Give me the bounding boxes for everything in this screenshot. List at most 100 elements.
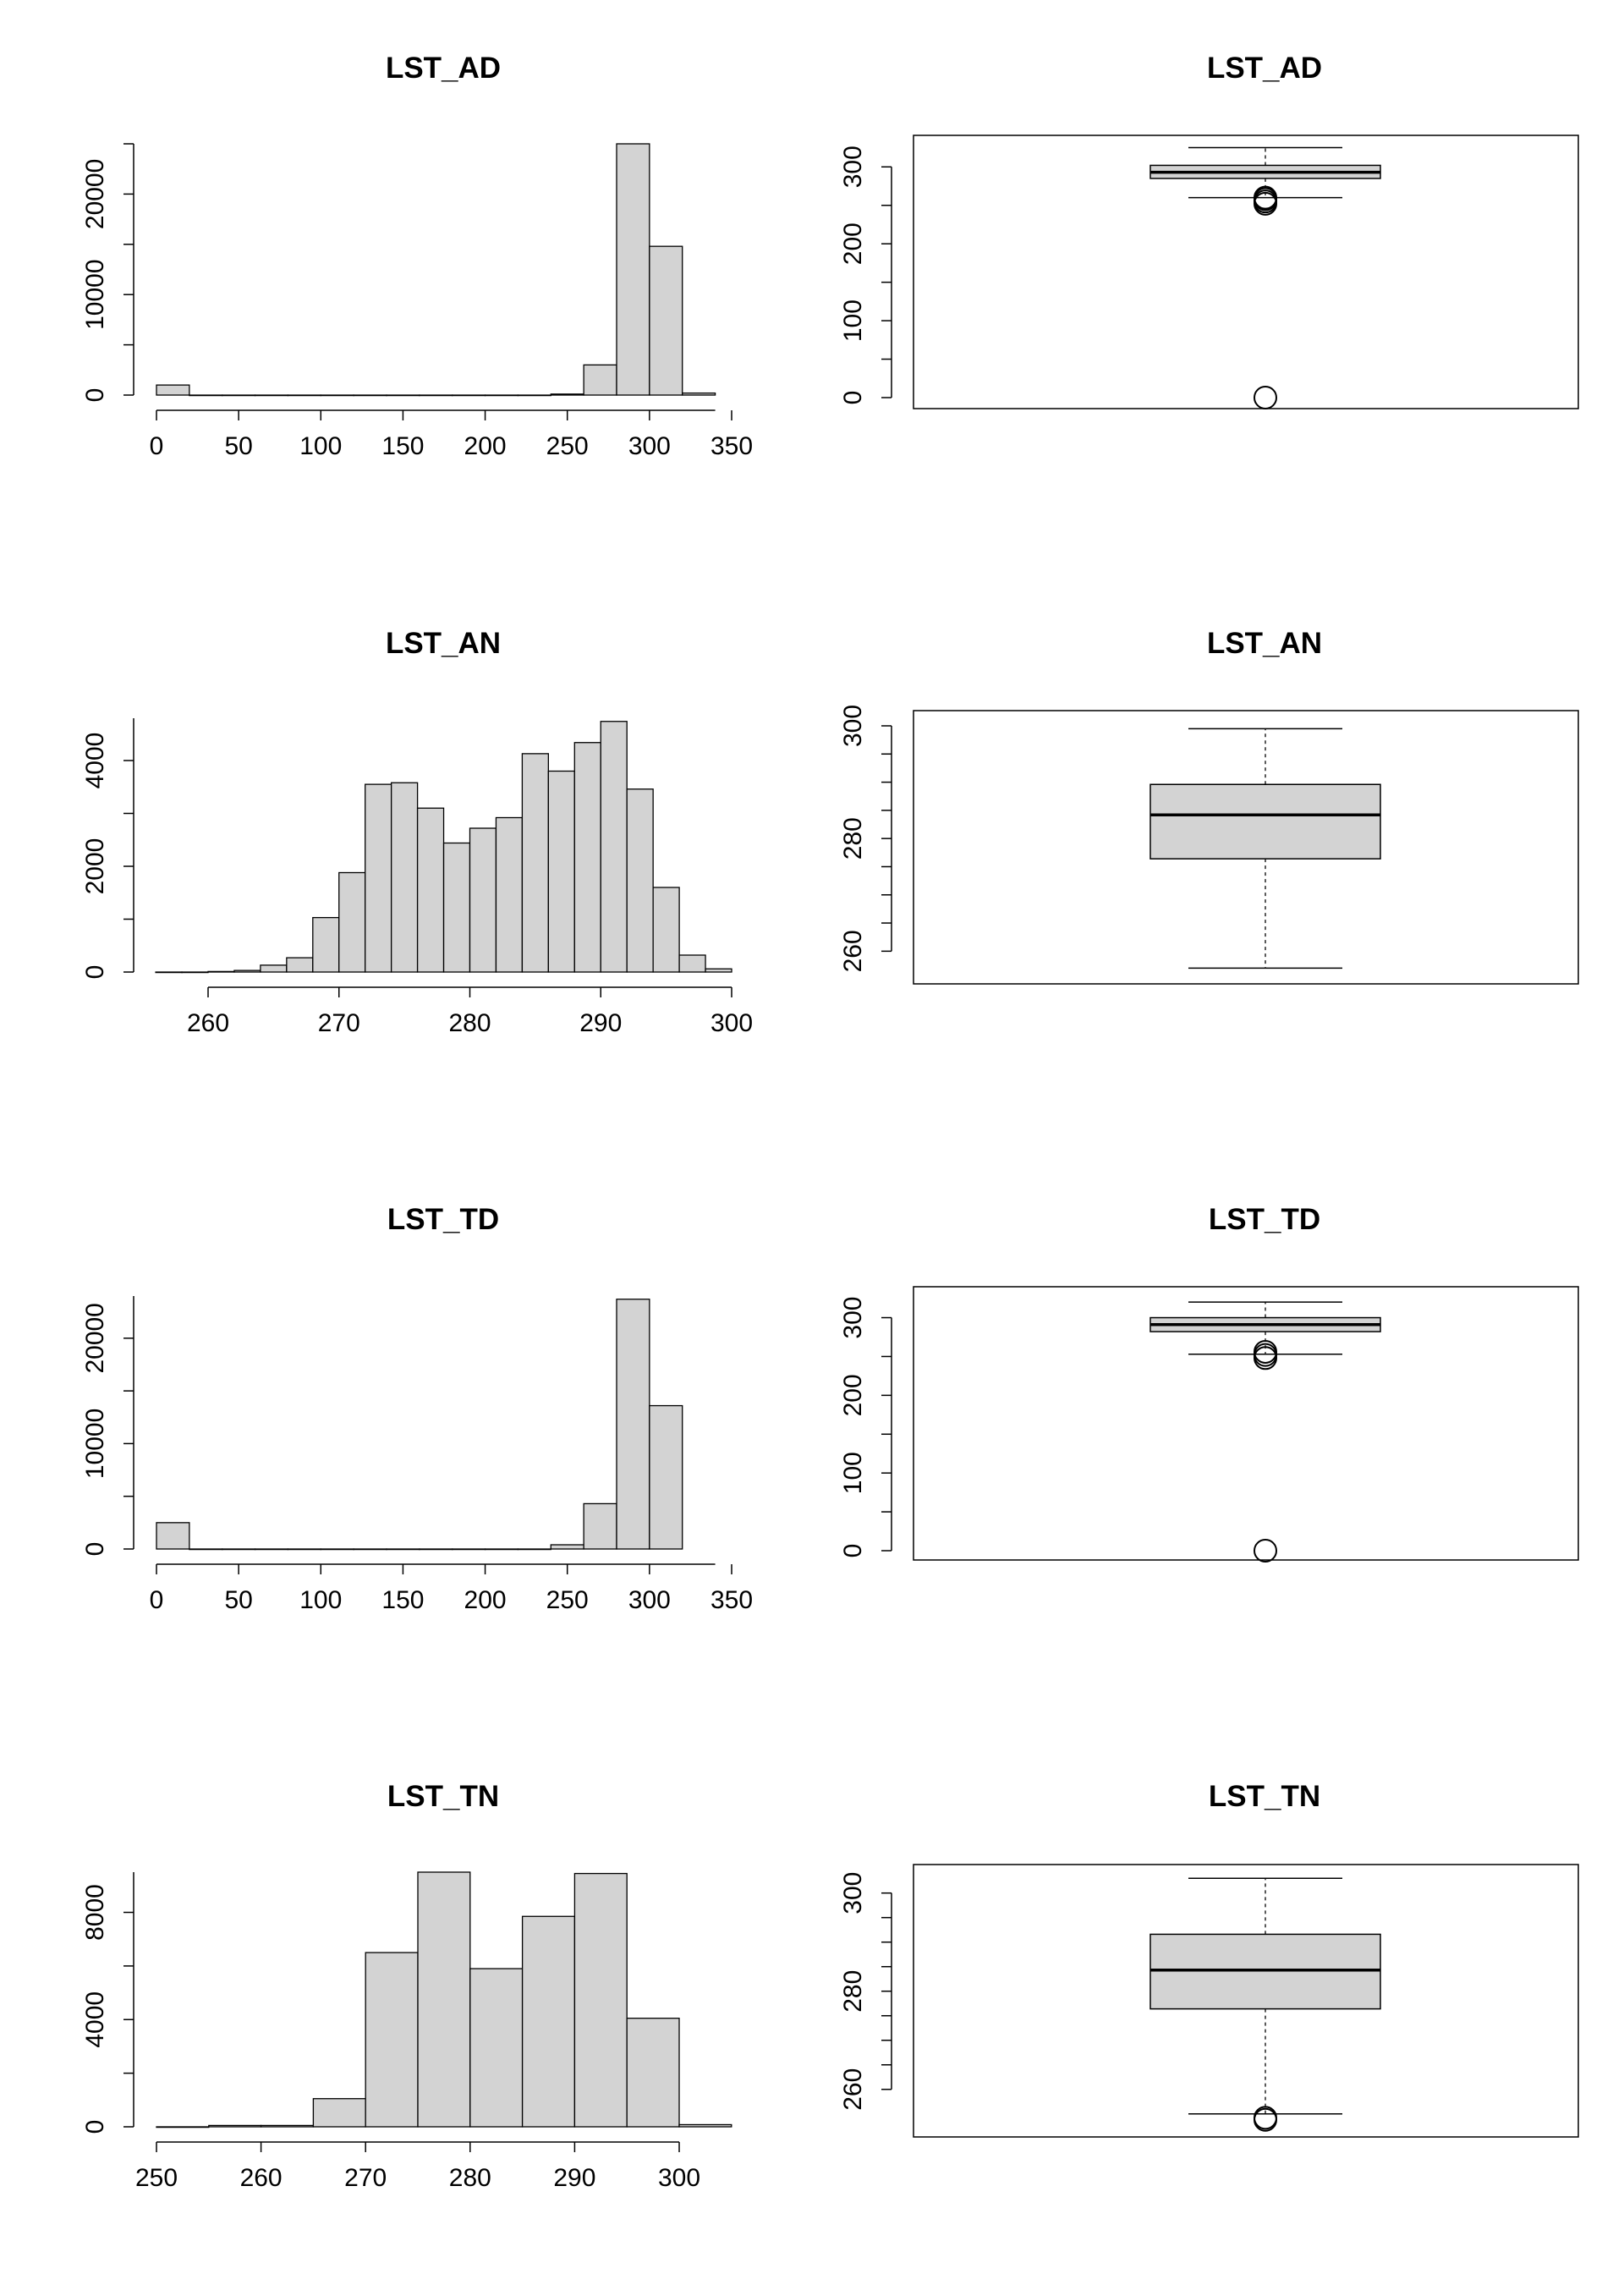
x-tick-label: 250: [546, 1586, 589, 1614]
histogram-bar: [287, 1548, 321, 1551]
histogram-bar: [233, 969, 261, 973]
y-tick-label: 300: [839, 146, 867, 188]
x-tick-label: 250: [546, 432, 589, 460]
y-tick-label: 280: [839, 817, 867, 860]
histogram-bar: [312, 916, 340, 973]
histogram-bar: [573, 1872, 628, 2128]
histogram-bar: [353, 1548, 387, 1551]
y-tick-label: 200: [839, 1374, 867, 1416]
x-tick-label: 270: [344, 2164, 387, 2192]
x-tick-label: 300: [628, 1586, 671, 1614]
histogram-panel-7: LST_TN 250 260 270 280 290 300 0 4000 8000: [81, 1780, 732, 2192]
x-tick-label: 150: [381, 432, 424, 460]
plot-frame: [913, 1864, 1579, 2138]
histogram-bar: [705, 968, 732, 973]
histogram-bar: [416, 807, 445, 973]
x-tick-label: 350: [710, 432, 753, 460]
histogram-bar: [320, 1548, 354, 1551]
outlier-point: [1254, 1339, 1277, 1364]
panel-title: LST_TN: [1209, 1780, 1320, 1813]
panel-title: LST_TD: [1209, 1203, 1320, 1236]
iqr-box: [1149, 783, 1381, 860]
histogram-bar: [386, 394, 420, 397]
y-tick-label: 280: [839, 1970, 867, 2013]
boxplot-panel-8: LST_TN 260 280 300: [839, 1780, 1579, 2138]
histogram-bar: [452, 1548, 486, 1551]
histogram-bar: [521, 753, 550, 973]
panel-title: LST_AN: [386, 627, 501, 660]
histogram-bar: [260, 2124, 315, 2128]
panel-title: LST_TD: [387, 1203, 499, 1236]
y-tick-label: 20000: [81, 159, 109, 229]
histogram-bar: [452, 394, 486, 397]
histogram-bar: [626, 2018, 680, 2128]
histogram-bar: [517, 1548, 551, 1551]
histogram-bar: [222, 1548, 256, 1551]
x-tick-label: 200: [464, 1586, 507, 1614]
histogram-bar: [390, 782, 419, 973]
histogram-bar: [417, 1871, 471, 2128]
x-tick-label: 280: [448, 1009, 491, 1037]
y-tick-label: 10000: [81, 1409, 109, 1479]
x-tick-label: 280: [449, 2164, 491, 2192]
panel-title: LST_AD: [1207, 52, 1322, 85]
histogram-bar: [260, 964, 288, 973]
histogram-bar: [682, 392, 716, 396]
histogram-bar: [312, 2098, 366, 2128]
histogram-bar: [156, 2126, 210, 2128]
histogram-bar: [286, 957, 314, 973]
histogram-bar: [521, 1915, 576, 2128]
y-tick-label: 200: [839, 222, 867, 265]
x-tick-label: 0: [150, 432, 164, 460]
y-tick-label: 100: [839, 299, 867, 342]
boxplot-panel-2: LST_AD 0 100 200 300: [839, 52, 1579, 409]
histogram-bar: [156, 1522, 190, 1550]
plot-frame: [913, 1286, 1579, 1561]
histogram-bar: [626, 788, 654, 973]
histogram-bar: [365, 783, 392, 973]
y-tick-label: 4000: [81, 1991, 109, 2048]
histogram-panel-1: LST_AD 0 50 100 150 200 250 300 350 0 10000 20000: [81, 52, 753, 460]
y-tick-label: 0: [81, 965, 109, 980]
histogram-bar: [365, 1952, 419, 2128]
x-tick-label: 260: [240, 2164, 283, 2192]
x-tick-label: 300: [658, 2164, 700, 2192]
histogram-bar: [484, 1548, 519, 1551]
x-tick-label: 250: [135, 2164, 178, 2192]
histogram-bar: [600, 721, 628, 973]
histogram-bar: [222, 394, 256, 397]
histogram-bar: [517, 394, 551, 397]
y-tick-label: 300: [839, 1297, 867, 1339]
histogram-bar: [155, 971, 183, 974]
histogram-bar: [495, 816, 524, 973]
outlier-point: [1254, 1539, 1277, 1563]
histogram-bar: [583, 1502, 617, 1550]
x-tick-label: 100: [299, 1586, 342, 1614]
histogram-bar: [573, 742, 601, 973]
histogram-bar: [649, 1404, 683, 1550]
histogram-bar: [320, 394, 354, 397]
y-tick-label: 0: [81, 1542, 109, 1557]
x-tick-label: 0: [150, 1586, 164, 1614]
y-tick-label: 0: [839, 1544, 867, 1558]
panel-title: LST_AN: [1207, 627, 1322, 660]
y-tick-label: 8000: [81, 1884, 109, 1941]
histogram-bar: [652, 887, 680, 973]
outlier-point: [1254, 386, 1277, 409]
y-tick-label: 20000: [81, 1303, 109, 1373]
histogram-bar: [156, 384, 190, 396]
histogram-bar: [386, 1548, 420, 1551]
histogram-bar: [469, 1968, 524, 2128]
panel-title: LST_TN: [387, 1780, 499, 1813]
x-tick-label: 50: [224, 1586, 252, 1614]
histogram-bar: [442, 842, 471, 973]
histogram-bar: [616, 1299, 650, 1550]
outlier-point: [1254, 185, 1277, 210]
outlier-point: [1254, 187, 1277, 211]
x-tick-label: 150: [381, 1586, 424, 1614]
histogram-bar: [649, 245, 683, 396]
x-tick-label: 350: [710, 1586, 753, 1614]
y-tick-label: 4000: [81, 733, 109, 789]
histogram-bar: [616, 143, 650, 396]
outlier-point: [1254, 2106, 1277, 2130]
